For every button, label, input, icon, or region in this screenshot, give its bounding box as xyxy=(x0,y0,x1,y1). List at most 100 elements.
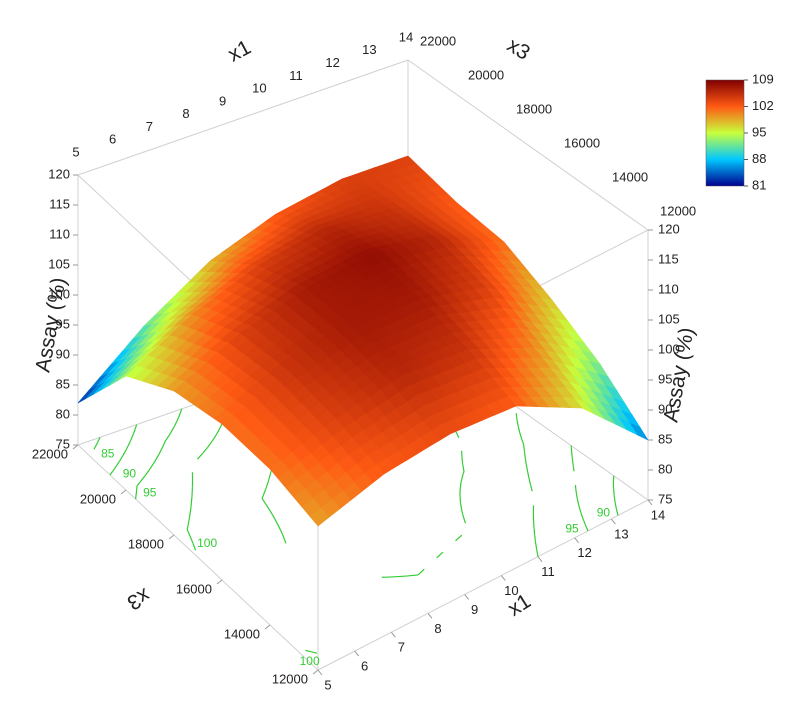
box-edge xyxy=(318,500,648,670)
contour-line xyxy=(146,469,150,475)
contour-line xyxy=(192,541,193,544)
tick-label: 120 xyxy=(48,166,70,181)
contour-line xyxy=(518,427,519,432)
tick-label: 14000 xyxy=(224,626,260,641)
contour-line xyxy=(462,510,463,515)
tick-label: 14000 xyxy=(612,169,648,184)
tick-label: 14 xyxy=(399,29,413,44)
contour-line xyxy=(615,502,616,507)
contour-line xyxy=(586,527,588,531)
tick-label: 7 xyxy=(398,640,405,655)
tick-label: 110 xyxy=(658,281,679,296)
tick-mark xyxy=(648,500,652,505)
contour-line xyxy=(162,445,164,448)
contour-line xyxy=(573,467,574,472)
colorbar-label: 95 xyxy=(752,124,766,139)
colorbar-label: 81 xyxy=(752,177,766,192)
contour-line xyxy=(526,462,527,465)
contour-line xyxy=(283,535,284,537)
contour-label: 95 xyxy=(143,486,157,500)
tick-mark xyxy=(538,557,542,562)
tick-label: 120 xyxy=(658,221,680,236)
contour-line xyxy=(274,517,277,523)
contour-line xyxy=(190,512,191,516)
tick-mark xyxy=(611,519,615,524)
contour-line xyxy=(179,413,181,417)
contour-line xyxy=(579,506,581,513)
contour-line xyxy=(203,447,208,453)
tick-label: 16000 xyxy=(176,581,212,596)
contour-line xyxy=(165,436,169,442)
tick-label: 14 xyxy=(651,507,665,522)
contour-line xyxy=(220,424,222,428)
axis-title: x3 xyxy=(503,34,534,65)
colorbar-label: 102 xyxy=(752,98,774,113)
tick-label: 110 xyxy=(49,226,70,241)
tick-label: 6 xyxy=(361,659,368,674)
contour-line xyxy=(526,465,527,472)
contour-line xyxy=(461,480,462,483)
contour-line xyxy=(263,489,266,496)
tick-label: 20000 xyxy=(468,67,504,82)
tick-label: 18000 xyxy=(516,101,552,116)
contour-line xyxy=(306,650,312,651)
tick-label: 80 xyxy=(658,461,672,476)
contour-line xyxy=(463,517,465,524)
contour-line xyxy=(418,569,424,575)
axis-title: x3 xyxy=(123,583,154,614)
contour-line xyxy=(211,441,212,442)
tick-label: 5 xyxy=(324,677,331,692)
contour-line xyxy=(216,433,217,435)
contour-line xyxy=(614,496,615,502)
contour-line xyxy=(136,494,137,499)
contour-line xyxy=(266,505,270,511)
tick-label: 13 xyxy=(614,526,628,541)
tick-label: 115 xyxy=(49,196,70,211)
tick-label: 16000 xyxy=(564,135,600,150)
contour-line xyxy=(534,529,535,535)
contour-line xyxy=(462,458,463,464)
contour-line xyxy=(462,474,464,480)
tick-label: 13 xyxy=(362,42,376,57)
contour-line xyxy=(130,441,131,442)
contour-line xyxy=(262,498,266,504)
contour-line xyxy=(394,576,404,577)
tick-mark xyxy=(465,594,469,599)
contour-line xyxy=(94,447,95,450)
contour-line xyxy=(191,497,192,504)
tick-label: 11 xyxy=(289,68,303,83)
contour-line xyxy=(531,485,533,491)
tick-mark xyxy=(73,445,78,449)
tick-label: 9 xyxy=(471,602,478,617)
contour-line xyxy=(583,518,585,524)
contour-line xyxy=(131,433,134,441)
contour-line xyxy=(158,454,159,455)
contour-line xyxy=(463,471,464,474)
tick-mark xyxy=(265,625,270,629)
colorbar xyxy=(706,80,744,186)
tick-label: 11 xyxy=(541,564,555,579)
contour-line xyxy=(535,535,536,540)
contour-line xyxy=(137,482,140,486)
tick-mark xyxy=(355,651,359,656)
contour-line xyxy=(145,475,146,476)
contour-line xyxy=(280,530,282,535)
contour-line xyxy=(177,417,179,420)
contour-line xyxy=(125,448,127,451)
contour-label: 95 xyxy=(565,522,579,536)
contour-label: 100 xyxy=(300,654,320,668)
tick-label: 8 xyxy=(434,621,441,636)
contour-line xyxy=(115,462,119,469)
contour-line xyxy=(113,469,115,472)
surface xyxy=(78,156,648,526)
contour-label: 100 xyxy=(197,536,217,550)
tick-mark xyxy=(501,576,505,581)
contour-line xyxy=(170,428,174,435)
contour-line xyxy=(461,503,462,510)
contour-line xyxy=(188,521,189,526)
tick-label: 75 xyxy=(56,436,70,451)
tick-label: 18000 xyxy=(128,536,164,551)
tick-label: 8 xyxy=(182,106,189,121)
tick-mark xyxy=(391,632,395,637)
